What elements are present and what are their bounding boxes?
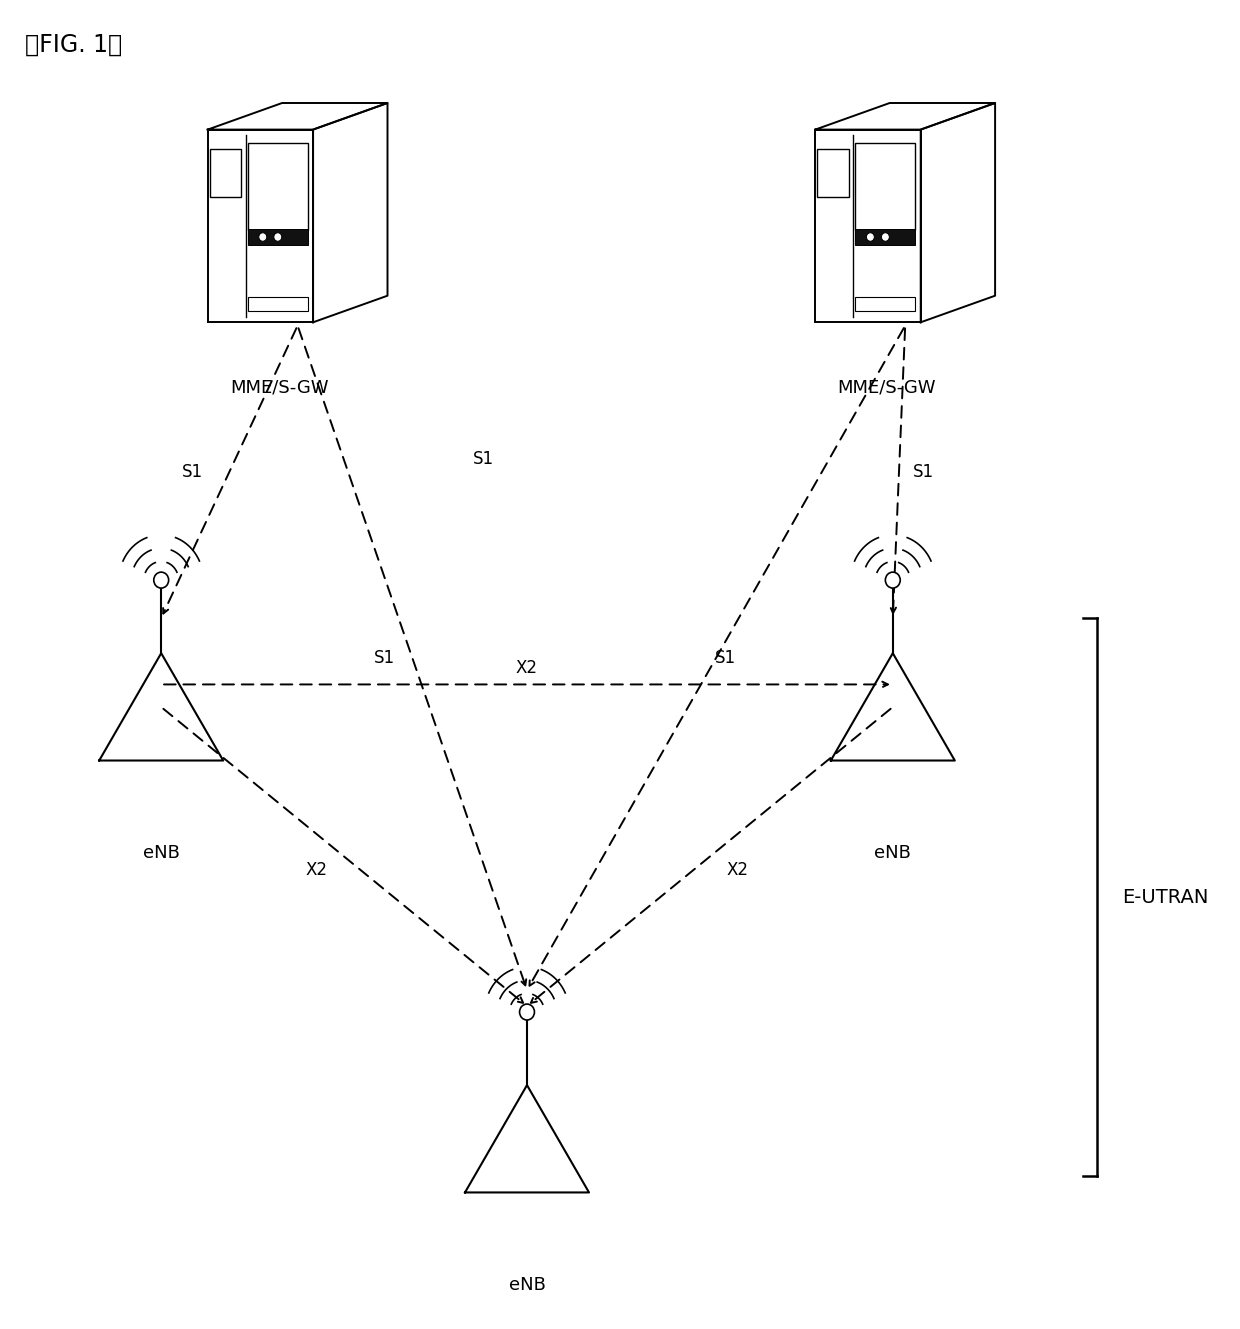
Circle shape (154, 571, 169, 589)
Circle shape (520, 1005, 534, 1021)
Text: MME/S-GW: MME/S-GW (229, 379, 329, 397)
Bar (856, 298, 915, 311)
Polygon shape (312, 104, 387, 323)
Circle shape (885, 571, 900, 589)
Polygon shape (207, 130, 312, 323)
Bar (856, 229, 915, 246)
Polygon shape (920, 104, 994, 323)
Text: S1: S1 (472, 449, 495, 468)
Text: X2: X2 (727, 861, 749, 880)
Polygon shape (816, 104, 994, 130)
Polygon shape (816, 130, 920, 323)
Polygon shape (465, 1084, 589, 1192)
Bar (210, 149, 242, 197)
Text: eNB: eNB (508, 1276, 546, 1294)
Bar (248, 229, 308, 246)
Text: S1: S1 (373, 649, 396, 667)
Text: eNB: eNB (143, 844, 180, 863)
Text: S1: S1 (714, 649, 737, 667)
Polygon shape (99, 654, 223, 760)
Text: E-UTRAN: E-UTRAN (1122, 888, 1209, 906)
Circle shape (867, 233, 874, 242)
Text: MME/S-GW: MME/S-GW (837, 379, 936, 397)
Bar (856, 144, 915, 230)
Circle shape (274, 233, 281, 242)
Polygon shape (207, 104, 387, 130)
Polygon shape (831, 654, 955, 760)
Text: eNB: eNB (874, 844, 911, 863)
Text: S1: S1 (913, 462, 935, 481)
Text: X2: X2 (516, 659, 538, 678)
Bar (248, 298, 308, 311)
Bar (817, 149, 849, 197)
Text: 』FIG. 1』: 』FIG. 1』 (25, 33, 122, 57)
Text: S1: S1 (181, 462, 203, 481)
Circle shape (259, 233, 267, 242)
Text: X2: X2 (305, 861, 327, 880)
Bar (248, 144, 308, 230)
Circle shape (882, 233, 889, 242)
